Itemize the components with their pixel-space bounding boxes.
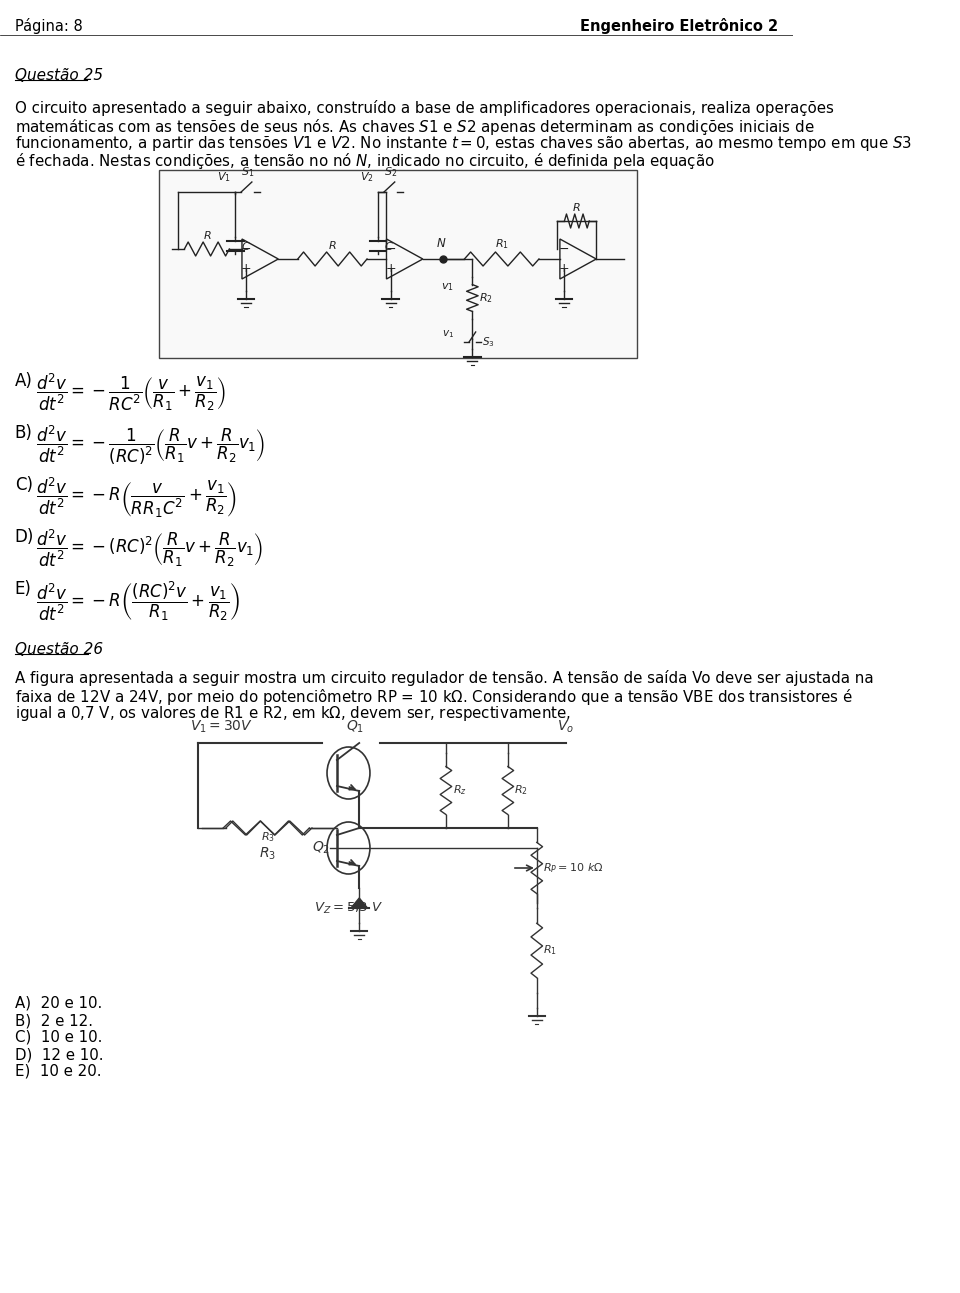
Text: Página: 8: Página: 8 [14,18,83,34]
Text: $\dfrac{d^2v}{dt^2} = -\dfrac{1}{(RC)^2}\left(\dfrac{R}{R_1}v + \dfrac{R}{R_2}v_: $\dfrac{d^2v}{dt^2} = -\dfrac{1}{(RC)^2}… [36,424,266,467]
Text: $R_3$: $R_3$ [259,846,276,862]
Text: $R_2$: $R_2$ [515,784,528,798]
Text: $R_1$: $R_1$ [494,237,509,251]
Text: $V_o$: $V_o$ [558,719,574,734]
Text: Engenheiro Eletrônico 2: Engenheiro Eletrônico 2 [580,18,778,34]
Text: $R_z$: $R_z$ [452,784,467,798]
Text: $V_1 = 30V$: $V_1 = 30V$ [190,719,253,734]
Text: $V_2$: $V_2$ [360,171,374,184]
Text: $\dfrac{d^2v}{dt^2} = -R\left(\dfrac{v}{RR_1C^2} + \dfrac{v_1}{R_2}\right)$: $\dfrac{d^2v}{dt^2} = -R\left(\dfrac{v}{… [36,476,237,520]
Text: C)  10 e 10.: C) 10 e 10. [14,1031,102,1045]
Text: A)  20 e 10.: A) 20 e 10. [14,996,102,1011]
Text: $R_1$: $R_1$ [543,944,558,957]
Text: A figura apresentada a seguir mostra um circuito regulador de tensão. A tensão d: A figura apresentada a seguir mostra um … [14,670,874,687]
Text: $\dfrac{d^2v}{dt^2} = -R\left(\dfrac{(RC)^2v}{R_1} + \dfrac{v_1}{R_2}\right)$: $\dfrac{d^2v}{dt^2} = -R\left(\dfrac{(RC… [36,581,241,623]
Text: matemáticas com as tensões de seus nós. As chaves $S1$ e $S2$ apenas determinam : matemáticas com as tensões de seus nós. … [14,116,814,137]
Text: $N$: $N$ [436,237,446,250]
Text: D)  12 e 10.: D) 12 e 10. [14,1047,104,1062]
Text: $R$: $R$ [572,200,581,213]
Text: $S_2$: $S_2$ [384,166,397,178]
Text: $C$: $C$ [384,239,394,252]
Text: −: − [559,243,569,256]
Text: +: + [559,262,569,275]
Text: $R_P = 10\ k\Omega$: $R_P = 10\ k\Omega$ [543,861,604,875]
Text: funcionamento, a partir das tensões $V1$ e $V2$. No instante $t = 0$, estas chav: funcionamento, a partir das tensões $V1$… [14,134,912,153]
Text: $R_2$: $R_2$ [479,291,492,305]
Text: $S_3$: $S_3$ [482,335,495,349]
Text: $V_Z = 5{,}3\ V$: $V_Z = 5{,}3\ V$ [314,900,383,915]
Text: $R$: $R$ [328,239,337,251]
Text: Questão 25: Questão 25 [14,69,103,83]
Text: +: + [241,262,252,275]
Text: Questão 26: Questão 26 [14,643,103,657]
Text: −: − [241,243,252,256]
Text: é fechada. Nestas condições, a tensão no nó $N$, indicado no circuito, é definid: é fechada. Nestas condições, a tensão no… [14,151,714,171]
Text: −: − [385,243,396,256]
Polygon shape [351,899,368,908]
Text: $v_1$: $v_1$ [442,281,454,294]
Text: igual a 0,7 V, os valores de R1 e R2, em k$\Omega$, devem ser, respectivamente,: igual a 0,7 V, os valores de R1 e R2, em… [14,703,571,723]
Text: faixa de 12V a 24V, por meio do potenciômetro RP = 10 k$\Omega$. Considerando qu: faixa de 12V a 24V, por meio do potenciô… [14,687,852,707]
Text: $C$: $C$ [241,239,251,252]
Text: $Q_2$: $Q_2$ [312,839,330,856]
Text: $R$: $R$ [203,229,211,240]
Text: A): A) [14,372,33,390]
FancyBboxPatch shape [159,169,636,358]
Text: D): D) [14,528,35,546]
Text: $S_1$: $S_1$ [241,166,254,178]
Text: E): E) [14,581,32,597]
Text: $V_1$: $V_1$ [217,171,231,184]
Text: O circuito apresentado a seguir abaixo, construído a base de amplificadores oper: O circuito apresentado a seguir abaixo, … [14,100,833,116]
Text: $\dfrac{d^2v}{dt^2} = -\dfrac{1}{RC^2}\left(\dfrac{v}{R_1} + \dfrac{v_1}{R_2}\ri: $\dfrac{d^2v}{dt^2} = -\dfrac{1}{RC^2}\l… [36,372,227,414]
Text: $\dfrac{d^2v}{dt^2} = -(RC)^2\left(\dfrac{R}{R_1}v + \dfrac{R}{R_2}v_1\right)$: $\dfrac{d^2v}{dt^2} = -(RC)^2\left(\dfra… [36,528,264,569]
Text: $v_1$: $v_1$ [442,328,454,340]
Text: $Q_1$: $Q_1$ [346,719,364,734]
Text: +: + [385,262,396,275]
Text: E)  10 e 20.: E) 10 e 20. [14,1064,102,1078]
Text: $R_3$: $R_3$ [260,830,275,844]
Text: C): C) [14,476,33,494]
Text: B): B) [14,424,33,442]
Text: B)  2 e 12.: B) 2 e 12. [14,1012,93,1028]
